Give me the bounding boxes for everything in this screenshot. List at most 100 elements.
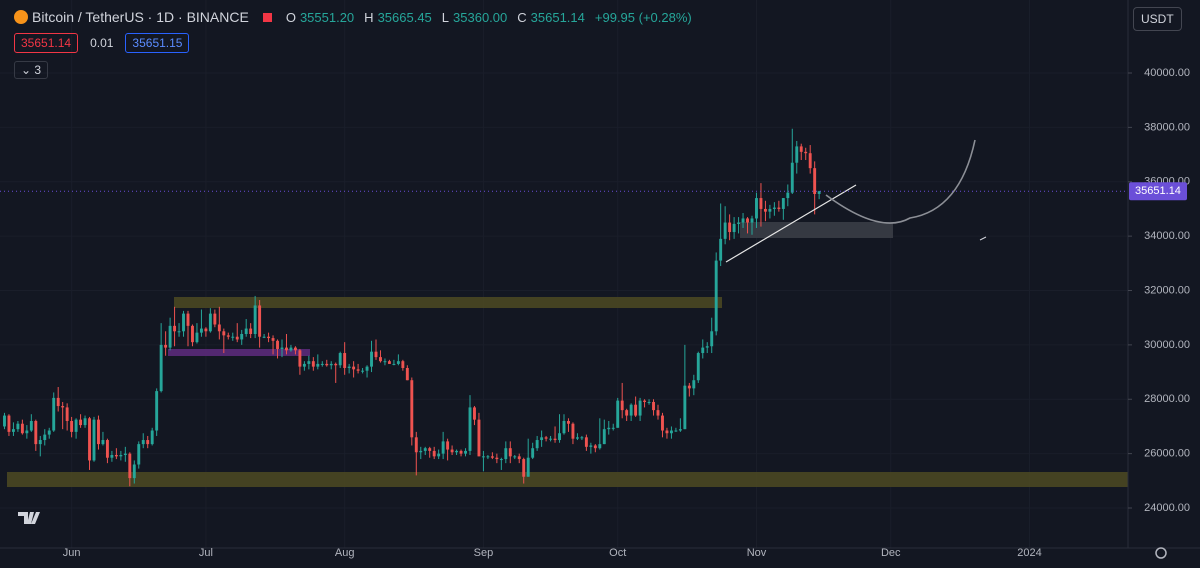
candle-body <box>213 313 217 325</box>
candle-body <box>195 332 199 343</box>
candle-body <box>620 400 624 411</box>
candle-body <box>477 419 481 457</box>
candle-body <box>683 385 687 430</box>
currency-button[interactable]: USDT <box>1133 7 1182 31</box>
y-tick-label: 34000.00 <box>1144 230 1190 242</box>
candle-body <box>638 400 642 416</box>
candle-body <box>795 146 799 163</box>
trade-row: 35651.14 0.01 35651.15 <box>14 33 190 53</box>
candle-body <box>616 400 620 428</box>
candle-body <box>661 415 664 431</box>
candle-body <box>289 347 293 351</box>
candle-body <box>634 404 638 416</box>
candle-body <box>522 459 526 477</box>
spread: 0.01 <box>90 36 114 50</box>
candle-body <box>486 456 490 458</box>
candle-body <box>11 429 15 432</box>
candle-body <box>575 437 579 439</box>
candle-body <box>61 406 65 408</box>
candle-body <box>164 344 168 348</box>
candle-body <box>719 238 723 261</box>
candle-body <box>379 357 382 362</box>
candle-body <box>302 363 306 367</box>
last-price-label: 35651.14 <box>1135 185 1181 197</box>
candle-body <box>20 423 24 434</box>
logo[interactable] <box>18 512 40 524</box>
candle-body <box>714 260 718 332</box>
candle-body <box>405 367 409 381</box>
candle-body <box>356 369 360 371</box>
candle-body <box>137 444 141 465</box>
x-tick-label: Dec <box>881 547 901 559</box>
candle-body <box>370 351 373 367</box>
candle-body <box>338 353 342 366</box>
tv-logo[interactable] <box>18 512 40 524</box>
mark <box>979 236 987 241</box>
value: 35551.20 <box>299 9 355 25</box>
candle-body <box>763 208 767 212</box>
candle-body <box>517 456 521 460</box>
buy-button[interactable]: 35651.15 <box>125 33 190 53</box>
candle-body <box>741 218 745 223</box>
candle-body <box>253 305 257 335</box>
candle-body <box>508 448 512 457</box>
candle-body <box>262 336 266 338</box>
candle-body <box>746 218 749 223</box>
candle-body <box>678 429 682 431</box>
candle-body <box>531 448 535 458</box>
settings-icon[interactable] <box>1155 547 1167 559</box>
candle-body <box>276 340 279 349</box>
candle-body <box>544 437 548 439</box>
candle-body <box>495 457 499 460</box>
candle-body <box>580 437 584 439</box>
candle-body <box>52 397 56 431</box>
candle-body <box>182 313 185 332</box>
candle-body <box>777 207 781 209</box>
candle-body <box>3 415 6 427</box>
candle-body <box>705 346 709 348</box>
candle-body <box>105 440 109 458</box>
candle-body <box>316 363 320 367</box>
candle-body <box>419 450 423 453</box>
candle-body <box>786 192 790 199</box>
candle-body <box>334 363 338 366</box>
candle-body <box>423 448 427 451</box>
candle-body <box>696 353 700 381</box>
candle-body <box>772 207 776 209</box>
legend: Bitcoin / TetherUS · 1D · BINANCE O 35551… <box>14 9 698 25</box>
candle-body <box>132 464 136 479</box>
x-tick-label: Oct <box>609 547 626 559</box>
candle-body <box>558 433 561 441</box>
candle-body <box>759 198 763 209</box>
candle-body <box>222 331 226 336</box>
candle-body <box>235 336 239 340</box>
candle-body <box>410 380 414 438</box>
candle-body <box>499 459 503 461</box>
candle-body <box>481 456 485 458</box>
indicators-toggle[interactable]: ⌄ 3 <box>14 61 49 79</box>
candle-body <box>598 444 602 449</box>
zone <box>7 472 1128 487</box>
key: O <box>285 9 296 25</box>
candle-body <box>817 191 821 194</box>
sell-button[interactable]: 35651.14 <box>14 33 79 53</box>
candle-body <box>146 440 150 445</box>
candle-body <box>611 427 615 429</box>
candle-body <box>25 430 29 434</box>
candle-body <box>88 418 91 461</box>
candle-body <box>710 331 714 347</box>
y-tick-label: 40000.00 <box>1144 67 1190 79</box>
candle-body <box>473 407 476 420</box>
candle-body <box>186 313 190 326</box>
symbol[interactable]: Bitcoin / TetherUS · 1D · BINANCE <box>32 9 249 25</box>
candle-body <box>119 454 123 457</box>
candle-body <box>34 421 38 445</box>
candle-body <box>177 331 181 333</box>
candle-body <box>553 438 557 441</box>
candle-body <box>70 421 74 432</box>
candle-body <box>361 370 365 372</box>
candle-body <box>383 361 387 363</box>
candle-body <box>450 449 454 453</box>
